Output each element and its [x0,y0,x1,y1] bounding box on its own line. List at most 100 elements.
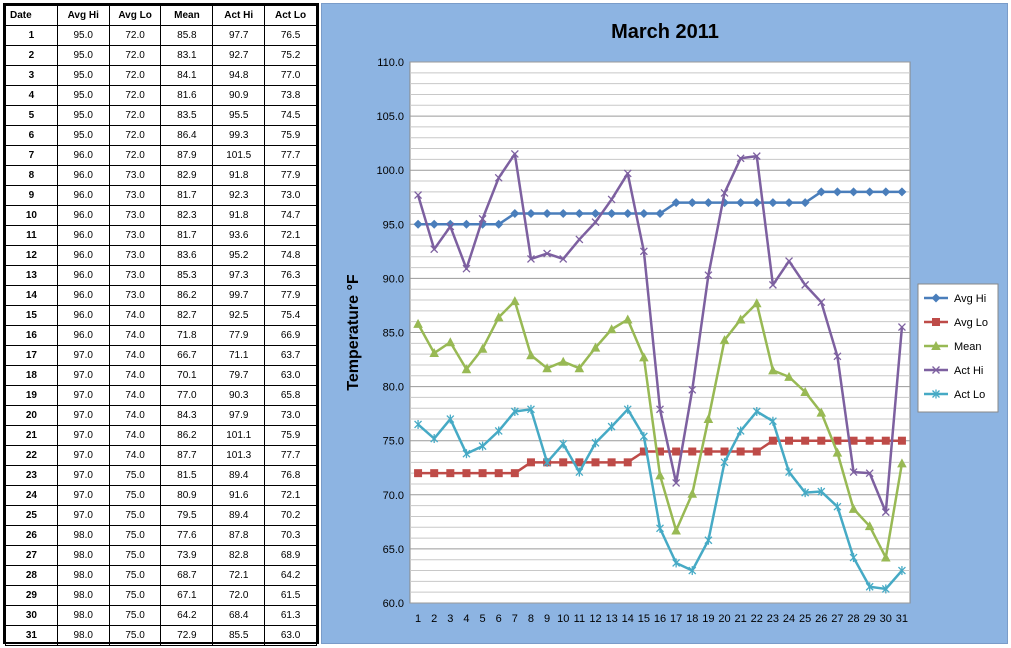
cell-act-hi: 90.9 [212,85,266,106]
cell-avg-lo: 75.0 [108,485,162,506]
cell-date: 7 [5,145,58,166]
legend-label: Act Hi [954,365,983,377]
data-point [494,219,504,229]
cell-date: 25 [5,505,58,526]
cell-mean: 79.5 [160,505,214,526]
cell-avg-lo: 75.0 [108,585,162,606]
y-tick-label: 60.0 [383,598,404,610]
data-point [510,208,520,218]
legend-box [917,283,999,413]
cell-mean: 82.9 [160,165,214,186]
cell-avg-hi: 96.0 [56,185,110,206]
data-point [574,208,584,218]
cell-act-lo: 76.8 [264,465,317,486]
cell-mean: 82.3 [160,205,214,226]
data-point [784,371,794,381]
data-point [607,458,616,467]
y-tick-label: 85.0 [383,328,404,340]
cell-avg-hi: 96.0 [56,205,110,226]
data-point [688,447,697,456]
series-group [413,150,907,594]
x-tick-label: 17 [670,613,682,625]
cell-date: 15 [5,305,58,326]
data-point [462,469,471,478]
data-point [688,566,697,576]
table-row: 11 96.0 73.0 81.7 93.6 72.1 [5,225,317,246]
data-point [849,187,859,197]
data-point [881,508,890,517]
x-tick-label: 14 [622,613,634,625]
cell-mean: 83.6 [160,245,214,266]
cell-date: 8 [5,165,58,186]
data-point [430,245,439,254]
data-point [590,208,600,218]
data-point [510,406,519,416]
data-point [655,208,665,218]
data-point [607,422,616,432]
table-row: 19 97.0 74.0 77.0 90.3 65.8 [5,385,317,406]
data-point [932,318,940,326]
cell-act-hi: 92.7 [212,45,266,66]
cell-mean: 77.6 [160,525,214,546]
table-row: 8 96.0 73.0 82.9 91.8 77.9 [5,165,317,186]
data-point [639,247,648,256]
data-point [494,173,503,182]
cell-avg-lo: 74.0 [108,325,162,346]
data-point [784,198,794,208]
data-point [832,447,843,457]
data-point [623,169,632,178]
data-point [931,341,941,350]
cell-act-hi: 97.9 [212,405,266,426]
series-act-hi [414,150,906,517]
data-point [591,438,600,448]
data-point [656,447,664,456]
x-tick-label: 27 [831,613,843,625]
series-act-lo [414,404,906,594]
data-point [542,208,552,218]
cell-act-lo: 63.0 [264,365,317,386]
x-tick-label: 7 [512,613,518,625]
x-tick-label: 13 [605,613,617,625]
cell-act-lo: 65.8 [264,385,317,406]
cell-act-hi: 72.0 [212,585,266,606]
data-point [881,436,890,445]
data-point [623,404,632,414]
cell-date: 16 [5,325,58,346]
cell-mean: 68.7 [160,565,214,586]
cell-date: 26 [5,525,58,546]
table-row: 3 95.0 72.0 84.1 94.8 77.0 [5,65,317,86]
cell-avg-lo: 73.0 [108,285,162,306]
cell-avg-hi: 97.0 [56,465,110,486]
cell-avg-lo: 74.0 [108,405,162,426]
data-point [672,447,681,456]
data-point [849,553,858,563]
cell-avg-hi: 98.0 [56,545,110,566]
data-point [559,439,568,449]
x-tick-label: 26 [815,613,827,625]
table-body: 1 95.0 72.0 85.8 97.7 76.5 2 95.0 72.0 83.1 92.7 75… [5,25,317,646]
data-point [430,469,439,478]
cell-date: 20 [5,405,58,426]
data-point [801,436,810,445]
data-point [720,198,730,208]
data-point [478,214,487,223]
data-point [801,280,810,289]
x-tick-label: 21 [735,613,747,625]
cell-avg-lo: 72.0 [108,65,162,86]
legend: Avg Hi Avg Lo Mean Act Hi Act Lo [917,283,999,413]
data-point [527,254,535,263]
cell-avg-lo: 75.0 [108,505,162,526]
cell-act-lo: 77.7 [264,145,317,166]
data-point [849,436,858,445]
x-axis-ticks: 1 2 3 4 5 6 7 8 9 10 11 12 13 14 15 16 17 18 19 20 21 22 23 24 2… [415,613,908,625]
cell-avg-lo: 74.0 [108,425,162,446]
cell-act-lo: 77.0 [264,65,317,86]
cell-mean: 81.7 [160,185,214,206]
data-point [931,293,941,303]
data-point [590,342,601,352]
data-point [768,436,777,445]
data-point [817,487,826,497]
data-point [478,469,487,478]
cell-act-lo: 74.7 [264,205,317,226]
data-point [704,535,713,545]
